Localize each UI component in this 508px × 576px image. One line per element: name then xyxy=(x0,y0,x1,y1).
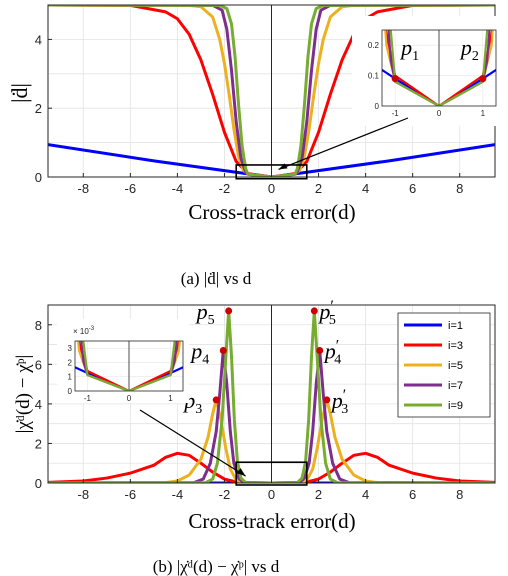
b-point-marker-4 xyxy=(310,307,318,315)
b-inset-xtick-label: 1 xyxy=(168,394,173,403)
b-series-line-5 xyxy=(48,309,495,483)
a-xtick-label: 6 xyxy=(409,181,416,196)
b-xtick-label: -4 xyxy=(172,487,184,502)
a-xtick-label: 4 xyxy=(362,181,369,196)
a-series-line-4 xyxy=(48,5,495,177)
a-inset-point-marker-1 xyxy=(391,75,399,83)
a-xtick-label: -4 xyxy=(172,181,184,196)
b-zoom-rectangle xyxy=(235,461,308,486)
a-xtick-label: -8 xyxy=(78,181,90,196)
a-caption: (a) |ḋ| vs d xyxy=(181,269,252,288)
b-xtick-label: 6 xyxy=(409,487,416,502)
b-legend-label-4: i=7 xyxy=(448,380,463,392)
b-ytick-label: 4 xyxy=(35,397,42,412)
b-inset-ytick-label: 0 xyxy=(68,387,73,396)
b-series-line-4 xyxy=(48,348,495,483)
b-inset-xtick-label: -1 xyxy=(84,394,92,403)
a-inset-xtick-label: -1 xyxy=(392,109,400,118)
a-xtick-label: -2 xyxy=(219,181,231,196)
b-inset-ytick-label: 1 xyxy=(68,373,73,382)
a-inset-xtick-label: 1 xyxy=(481,109,486,118)
b-caption: (b) |χ̇ᵈ(d) − χ̇ᵖ| vs d xyxy=(153,557,280,576)
a-series-line-5 xyxy=(48,5,495,177)
a-ytick-label: 0 xyxy=(35,170,42,185)
a-xtick-label: 0 xyxy=(268,181,275,196)
b-inset-frame xyxy=(74,340,184,392)
b-legend-label-5: i=9 xyxy=(448,400,463,412)
a-inset-point-marker-2 xyxy=(479,75,487,83)
a-zoom-rectangle xyxy=(235,164,308,180)
b-series-line-2 xyxy=(48,451,495,483)
a-inset-ytick-label: 0.2 xyxy=(368,41,380,50)
b-ytick-label: 6 xyxy=(35,357,42,372)
b-point-marker-2 xyxy=(219,346,227,354)
b-point-marker-6 xyxy=(323,396,331,404)
a-inset-background xyxy=(352,16,502,126)
b-xtick-label: 2 xyxy=(315,487,322,502)
a-inset-point-label-2: p2 xyxy=(459,35,479,64)
b-xtick-label: 0 xyxy=(268,487,275,502)
b-series-group xyxy=(48,309,495,483)
a-series-line-1 xyxy=(48,143,495,177)
b-zoom-arrowhead xyxy=(236,468,246,477)
b-ylabel: |χ̇ᵈ(d) − χ̇ᵖ| xyxy=(13,355,34,434)
b-inset-xtick-label: 0 xyxy=(127,394,132,403)
b-zoom-arrow xyxy=(139,409,246,477)
a-xtick-label: -6 xyxy=(125,181,137,196)
a-ytick-label: 4 xyxy=(35,32,42,47)
b-ytick-label: 2 xyxy=(35,436,42,451)
b-xtick-label: 8 xyxy=(456,487,463,502)
a-inset-xtick-label: 0 xyxy=(437,109,442,118)
a-inset-ytick-label: 0.1 xyxy=(368,72,380,81)
b-xtick-label: -6 xyxy=(125,487,137,502)
b-point-marker-5 xyxy=(316,346,324,354)
a-inset-point-label-1: p1 xyxy=(399,35,419,64)
b-xtick-label: -2 xyxy=(219,487,231,502)
a-ylabel: |ḋ| xyxy=(7,83,32,103)
b-point-marker-1 xyxy=(225,307,233,315)
a-zoom-arrow xyxy=(278,117,409,170)
b-point-label-4: p′ 5 xyxy=(317,298,336,328)
b-ytick-label: 0 xyxy=(35,476,42,491)
b-series-line-3 xyxy=(48,398,495,483)
b-point-marker-3 xyxy=(212,396,220,404)
b-point-label-6: p′ 3 xyxy=(330,387,349,417)
b-legend-label-3: i=5 xyxy=(448,360,463,372)
a-xtick-label: 8 xyxy=(456,181,463,196)
b-xtick-label: -8 xyxy=(78,487,90,502)
b-inset-ytick-label: 2 xyxy=(68,358,73,367)
b-point-label-5: p′ 4 xyxy=(323,337,342,367)
b-legend-label-1: i=1 xyxy=(448,320,463,332)
b-legend-label-2: i=3 xyxy=(448,340,463,352)
b-point-label-1: p5 xyxy=(195,299,215,328)
a-xlabel: Cross-track error(d) xyxy=(188,200,355,224)
a-series-line-3 xyxy=(48,5,495,177)
a-inset-ytick-label: 0 xyxy=(375,102,380,111)
b-point-label-2: p4 xyxy=(189,338,209,367)
b-ytick-label: 8 xyxy=(35,318,42,333)
b-inset-ytick-label: 3 xyxy=(68,344,73,353)
a-zoom-arrowhead xyxy=(278,163,288,170)
b-xtick-label: 4 xyxy=(362,487,369,502)
a-xtick-label: 2 xyxy=(315,181,322,196)
a-ytick-label: 2 xyxy=(35,101,42,116)
b-xlabel: Cross-track error(d) xyxy=(188,509,355,533)
a-inset-frame xyxy=(381,29,497,107)
b-inset-scale-label: × 10-3 xyxy=(73,326,95,336)
